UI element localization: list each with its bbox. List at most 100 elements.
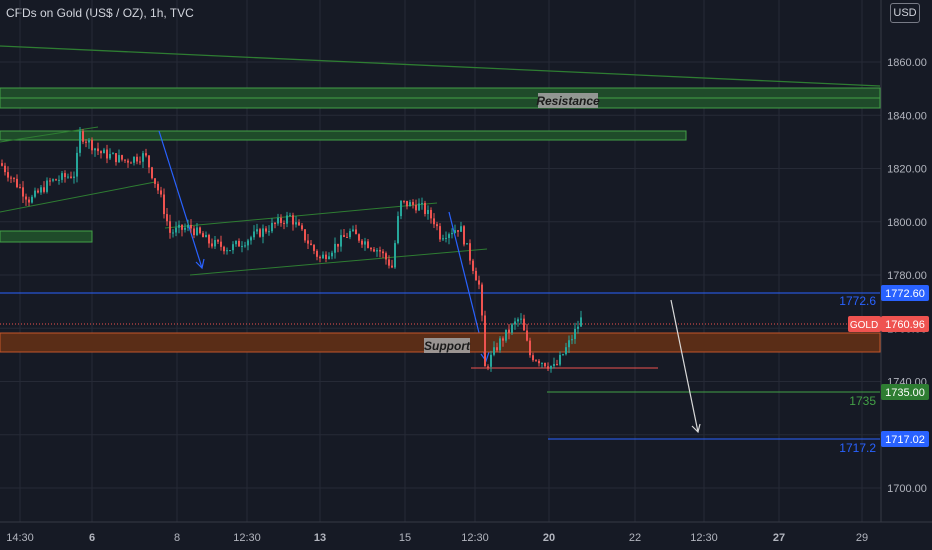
resistance-zone[interactable] — [0, 97, 881, 109]
candle-body — [391, 265, 393, 268]
candles — [1, 126, 582, 373]
candle-body — [274, 222, 276, 224]
y-tick-label: 1700.00 — [887, 483, 927, 495]
candle-body — [160, 190, 162, 195]
candle-body — [28, 199, 30, 203]
candle-body — [7, 172, 9, 178]
candle-body — [412, 202, 414, 205]
support-label: Support — [424, 339, 471, 353]
candle-body — [1, 163, 3, 166]
x-tick-label: 12:30 — [461, 532, 489, 544]
candle-body — [100, 151, 102, 154]
candle-body — [88, 139, 90, 143]
candle-body — [13, 177, 15, 179]
y-tick-label: 1860.00 — [887, 57, 927, 69]
candle-body — [556, 364, 558, 366]
candle-body — [151, 167, 153, 179]
candle-body — [532, 355, 534, 361]
candle-body — [139, 161, 141, 163]
candle-body — [295, 222, 297, 225]
candle-body — [379, 250, 381, 252]
candle-body — [475, 270, 477, 281]
candle-body — [58, 179, 60, 181]
blue-arrow-1[interactable] — [158, 130, 203, 269]
candle-body — [430, 209, 432, 219]
candle-body — [499, 338, 501, 351]
zone-1795[interactable] — [0, 230, 93, 243]
candle-body — [541, 362, 543, 364]
white-arrow-head — [691, 423, 701, 434]
candle-body — [277, 217, 279, 224]
candle-body — [61, 173, 63, 180]
resistance-label: Resistance — [536, 94, 600, 108]
candle-body — [109, 154, 111, 159]
candle-body — [442, 238, 444, 240]
trend-line-top[interactable] — [0, 45, 881, 87]
chart-title: CFDs on Gold (US$ / OZ), 1h, TVC — [6, 6, 194, 20]
level-1772-annotation: 1772.6 — [839, 294, 876, 308]
candle-body — [463, 226, 465, 245]
resistance-zone-top[interactable] — [0, 87, 881, 99]
candle-body — [310, 243, 312, 246]
candle-body — [346, 236, 348, 238]
x-tick-label: 6 — [89, 532, 95, 544]
currency-button[interactable]: USD — [890, 3, 920, 23]
channel-line-4[interactable] — [189, 248, 488, 276]
candle-body — [181, 224, 183, 230]
candle-body — [73, 176, 75, 178]
y-tick-label: 1780.00 — [887, 270, 927, 282]
x-tick-label: 13 — [314, 532, 326, 544]
candle-body — [184, 227, 186, 230]
candle-body — [130, 162, 132, 164]
white-arrow[interactable] — [670, 299, 699, 433]
channel-line-1[interactable] — [0, 126, 99, 143]
candle-body — [568, 340, 570, 348]
candle-body — [331, 252, 333, 257]
symbol-tag — [848, 316, 881, 332]
candle-body — [376, 250, 378, 252]
candle-body — [421, 202, 423, 204]
candle-body — [322, 254, 324, 259]
candle-body — [433, 218, 435, 225]
price-tag-1735-text: 1735.00 — [885, 387, 925, 399]
candle-body — [457, 230, 459, 232]
candle-body — [562, 354, 564, 356]
candle-body — [172, 232, 174, 234]
channel-line-3[interactable] — [164, 202, 438, 229]
candle-body — [133, 156, 135, 163]
candle-body — [76, 152, 78, 177]
candle-body — [262, 228, 264, 237]
candle-body — [145, 153, 147, 156]
grid — [0, 0, 881, 522]
candle-body — [349, 231, 351, 238]
symbol-tag-text: GOLD — [850, 320, 878, 331]
candle-body — [40, 187, 42, 193]
candle-body — [316, 250, 318, 257]
candle-body — [190, 224, 192, 229]
candle-body — [85, 141, 87, 143]
zone-1830[interactable] — [0, 130, 687, 141]
channel-line-2[interactable] — [0, 181, 156, 213]
resistance-label-bg — [538, 93, 598, 108]
candle-body — [256, 229, 258, 232]
candle-body — [280, 217, 282, 223]
candle-body — [484, 315, 486, 367]
candle-body — [415, 204, 417, 211]
candle-body — [226, 250, 228, 252]
candle-body — [355, 229, 357, 235]
candle-body — [307, 240, 309, 244]
candle-body — [220, 241, 222, 247]
candle-body — [565, 347, 567, 355]
candle-body — [352, 229, 354, 232]
candle-body — [493, 347, 495, 355]
candle-body — [232, 244, 234, 251]
candle-body — [328, 256, 330, 260]
candle-body — [403, 200, 405, 202]
candle-body — [208, 234, 210, 244]
candle-body — [115, 153, 117, 163]
candle-body — [223, 246, 225, 252]
candle-body — [211, 243, 213, 247]
candle-body — [340, 235, 342, 247]
candle-body — [508, 329, 510, 333]
